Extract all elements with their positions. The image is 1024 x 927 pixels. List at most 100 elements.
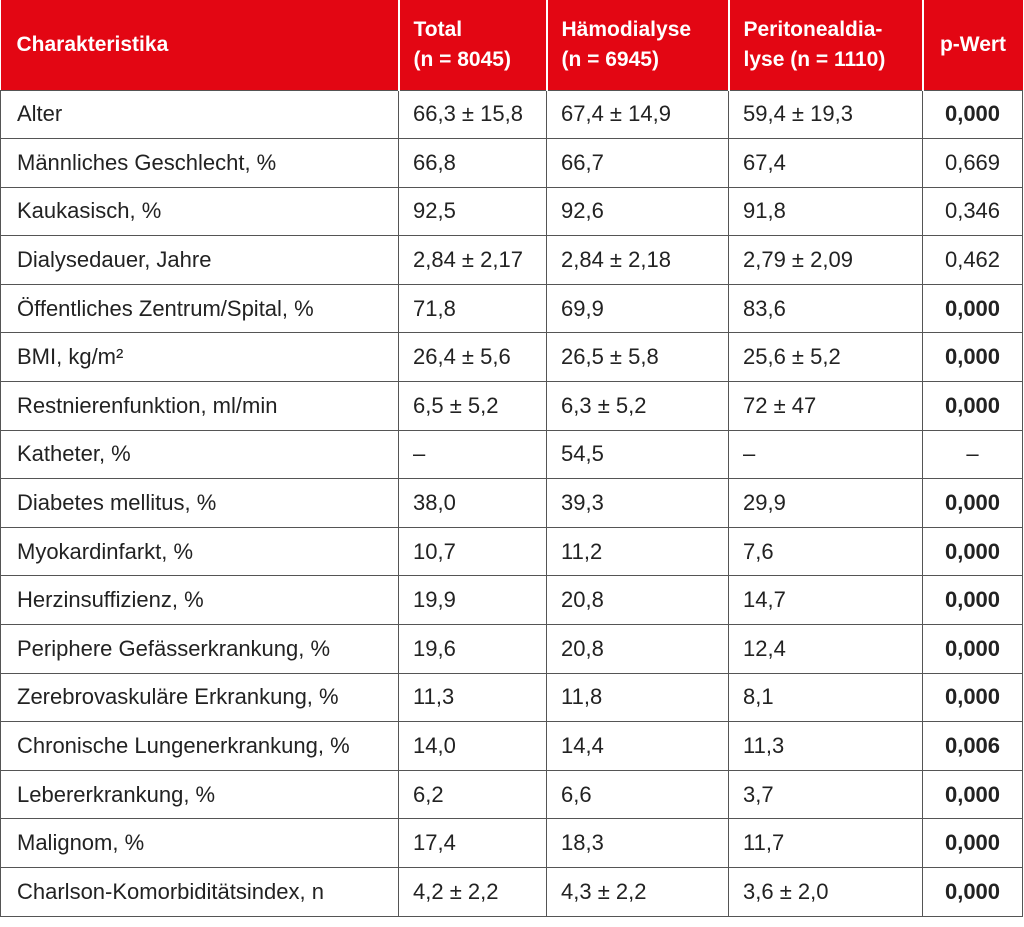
cell-haemodialyse: 2,84 ± 2,18 xyxy=(546,235,729,285)
cell-p-wert: 0,346 xyxy=(922,186,1023,237)
cell-p-wert: 0,669 xyxy=(922,138,1023,188)
cell-charakteristika: Öffentliches Zentrum/Spital, % xyxy=(0,283,399,334)
header-row: Charakteristika Total (n = 8045) Hämodia… xyxy=(0,0,1023,90)
cell-charakteristika: Myokardinfarkt, % xyxy=(0,526,399,577)
table-row: Restnierenfunktion, ml/min 6,5 ± 5,2 6,3 ±… xyxy=(0,381,1023,431)
cell-peritonealdialyse: 12,4 xyxy=(728,624,923,674)
cell-haemodialyse: 14,4 xyxy=(546,721,729,771)
cell-peritonealdialyse: 25,6 ± 5,2 xyxy=(728,332,923,383)
header-charakteristika: Charakteristika xyxy=(0,0,399,90)
cell-peritonealdialyse: 72 ± 47 xyxy=(728,381,923,431)
cell-p-wert: 0,000 xyxy=(922,526,1023,577)
cell-peritonealdialyse: 2,79 ± 2,09 xyxy=(728,235,923,285)
cell-charakteristika: Chronische Lungenerkrankung, % xyxy=(0,721,399,771)
cell-total: 92,5 xyxy=(398,186,547,237)
cell-total: 6,5 ± 5,2 xyxy=(398,381,547,431)
cell-haemodialyse: 11,2 xyxy=(546,526,729,577)
cell-p-wert: 0,000 xyxy=(922,89,1023,140)
cell-total: 11,3 xyxy=(398,672,547,723)
cell-haemodialyse: 26,5 ± 5,8 xyxy=(546,332,729,383)
cell-charakteristika: Katheter, % xyxy=(0,429,399,480)
cell-peritonealdialyse: – xyxy=(728,429,923,480)
header-haemodialyse: Hämodialyse (n = 6945) xyxy=(545,0,729,90)
header-sublabel: (n = 8045) xyxy=(413,47,511,71)
cell-haemodialyse: 39,3 xyxy=(546,478,729,528)
cell-charakteristika: Männliches Geschlecht, % xyxy=(0,138,399,188)
table-row: Lebererkrankung, % 6,2 6,6 3,7 0,000 xyxy=(0,769,1023,820)
header-peritonealdialyse: Peritonealdia- lyse (n = 1110) xyxy=(727,0,923,90)
header-label: Hämodialyse xyxy=(561,17,692,41)
cell-p-wert: 0,000 xyxy=(922,672,1023,723)
cell-charakteristika: BMI, kg/m² xyxy=(0,332,399,383)
cell-haemodialyse: 4,3 ± 2,2 xyxy=(546,867,729,917)
table-row: BMI, kg/m² 26,4 ± 5,6 26,5 ± 5,8 25,6 ± 5,2… xyxy=(0,332,1023,383)
cell-haemodialyse: 67,4 ± 14,9 xyxy=(546,89,729,140)
cell-p-wert: 0,000 xyxy=(922,478,1023,528)
table-row: Malignom, % 17,4 18,3 11,7 0,000 xyxy=(0,818,1023,868)
cell-peritonealdialyse: 59,4 ± 19,3 xyxy=(728,89,923,140)
cell-p-wert: 0,000 xyxy=(922,818,1023,868)
cell-p-wert: 0,000 xyxy=(922,332,1023,383)
cell-peritonealdialyse: 11,3 xyxy=(728,721,923,771)
cell-total: 4,2 ± 2,2 xyxy=(398,867,547,917)
table-row: Periphere Gefässerkrankung, % 19,6 20,8 12,… xyxy=(0,624,1023,674)
cell-total: 6,2 xyxy=(398,769,547,820)
table-body: Alter 66,3 ± 15,8 67,4 ± 14,9 59,4 ± 19,3 0,… xyxy=(0,89,1023,917)
cell-p-wert: 0,000 xyxy=(922,381,1023,431)
cell-total: 38,0 xyxy=(398,478,547,528)
cell-p-wert: 0,000 xyxy=(922,283,1023,334)
cell-peritonealdialyse: 8,1 xyxy=(728,672,923,723)
cell-p-wert: – xyxy=(922,429,1023,480)
cell-total: 66,3 ± 15,8 xyxy=(398,89,547,140)
table-row: Kaukasisch, % 92,5 92,6 91,8 0,346 xyxy=(0,186,1023,237)
cell-p-wert: 0,462 xyxy=(922,235,1023,285)
cell-haemodialyse: 20,8 xyxy=(546,624,729,674)
cell-p-wert: 0,000 xyxy=(922,624,1023,674)
header-p-wert: p-Wert xyxy=(921,0,1023,90)
cell-haemodialyse: 20,8 xyxy=(546,575,729,626)
cell-total: 2,84 ± 2,17 xyxy=(398,235,547,285)
cell-charakteristika: Kaukasisch, % xyxy=(0,186,399,237)
table-header: Charakteristika Total (n = 8045) Hämodia… xyxy=(0,0,1023,90)
cell-peritonealdialyse: 14,7 xyxy=(728,575,923,626)
cell-peritonealdialyse: 91,8 xyxy=(728,186,923,237)
cell-peritonealdialyse: 83,6 xyxy=(728,283,923,334)
cell-total: 14,0 xyxy=(398,721,547,771)
header-sublabel: lyse (n = 1110) xyxy=(743,47,886,71)
cell-charakteristika: Alter xyxy=(0,89,399,140)
cell-haemodialyse: 54,5 xyxy=(546,429,729,480)
table-row: Diabetes mellitus, % 38,0 39,3 29,9 0,000 xyxy=(0,478,1023,528)
header-label: p-Wert xyxy=(939,32,1007,56)
table-row: Herzinsuffizienz, % 19,9 20,8 14,7 0,000 xyxy=(0,575,1023,626)
cell-charakteristika: Diabetes mellitus, % xyxy=(0,478,399,528)
cell-total: – xyxy=(398,429,547,480)
cell-p-wert: 0,000 xyxy=(922,867,1023,917)
cell-charakteristika: Lebererkrankung, % xyxy=(0,769,399,820)
cell-peritonealdialyse: 7,6 xyxy=(728,526,923,577)
cell-haemodialyse: 6,6 xyxy=(546,769,729,820)
cell-p-wert: 0,000 xyxy=(922,769,1023,820)
table-row: Katheter, % –54,5– – xyxy=(0,429,1023,480)
header-sublabel: (n = 6945) xyxy=(561,47,659,71)
table-row: Charlson-Komorbiditätsindex, n 4,2 ± 2,2 4… xyxy=(0,867,1023,917)
header-label: Charakteristika xyxy=(16,32,169,56)
cell-haemodialyse: 11,8 xyxy=(546,672,729,723)
header-total: Total (n = 8045) xyxy=(397,0,547,90)
cell-peritonealdialyse: 3,6 ± 2,0 xyxy=(728,867,923,917)
cell-charakteristika: Zerebrovaskuläre Erkrankung, % xyxy=(0,672,399,723)
cell-charakteristika: Malignom, % xyxy=(0,818,399,868)
cell-total: 71,8 xyxy=(398,283,547,334)
cell-total: 19,9 xyxy=(398,575,547,626)
cell-haemodialyse: 92,6 xyxy=(546,186,729,237)
cell-charakteristika: Periphere Gefässerkrankung, % xyxy=(0,624,399,674)
cell-charakteristika: Dialysedauer, Jahre xyxy=(0,235,399,285)
table-row: Öffentliches Zentrum/Spital, % 71,8 69,9 83… xyxy=(0,283,1023,334)
header-label: Total xyxy=(413,17,463,41)
header-label: Peritonealdia- xyxy=(743,17,883,41)
cell-haemodialyse: 6,3 ± 5,2 xyxy=(546,381,729,431)
cell-total: 26,4 ± 5,6 xyxy=(398,332,547,383)
cell-peritonealdialyse: 11,7 xyxy=(728,818,923,868)
cell-haemodialyse: 18,3 xyxy=(546,818,729,868)
table-row: Myokardinfarkt, % 10,7 11,2 7,6 0,000 xyxy=(0,526,1023,577)
